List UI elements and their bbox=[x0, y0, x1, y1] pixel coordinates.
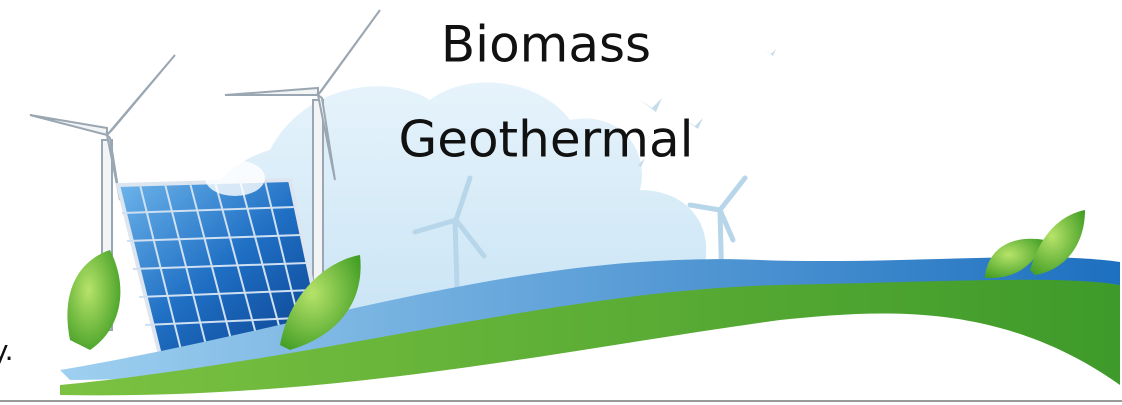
banner: Biomass Geothermal y. bbox=[0, 0, 1122, 405]
banner-line: Biomass bbox=[441, 16, 651, 74]
page: {"banner": {"lines": ["Biomass", "Geothe… bbox=[0, 0, 1122, 405]
side-text: y. bbox=[0, 334, 13, 367]
banner-line: Geothermal bbox=[398, 111, 693, 169]
